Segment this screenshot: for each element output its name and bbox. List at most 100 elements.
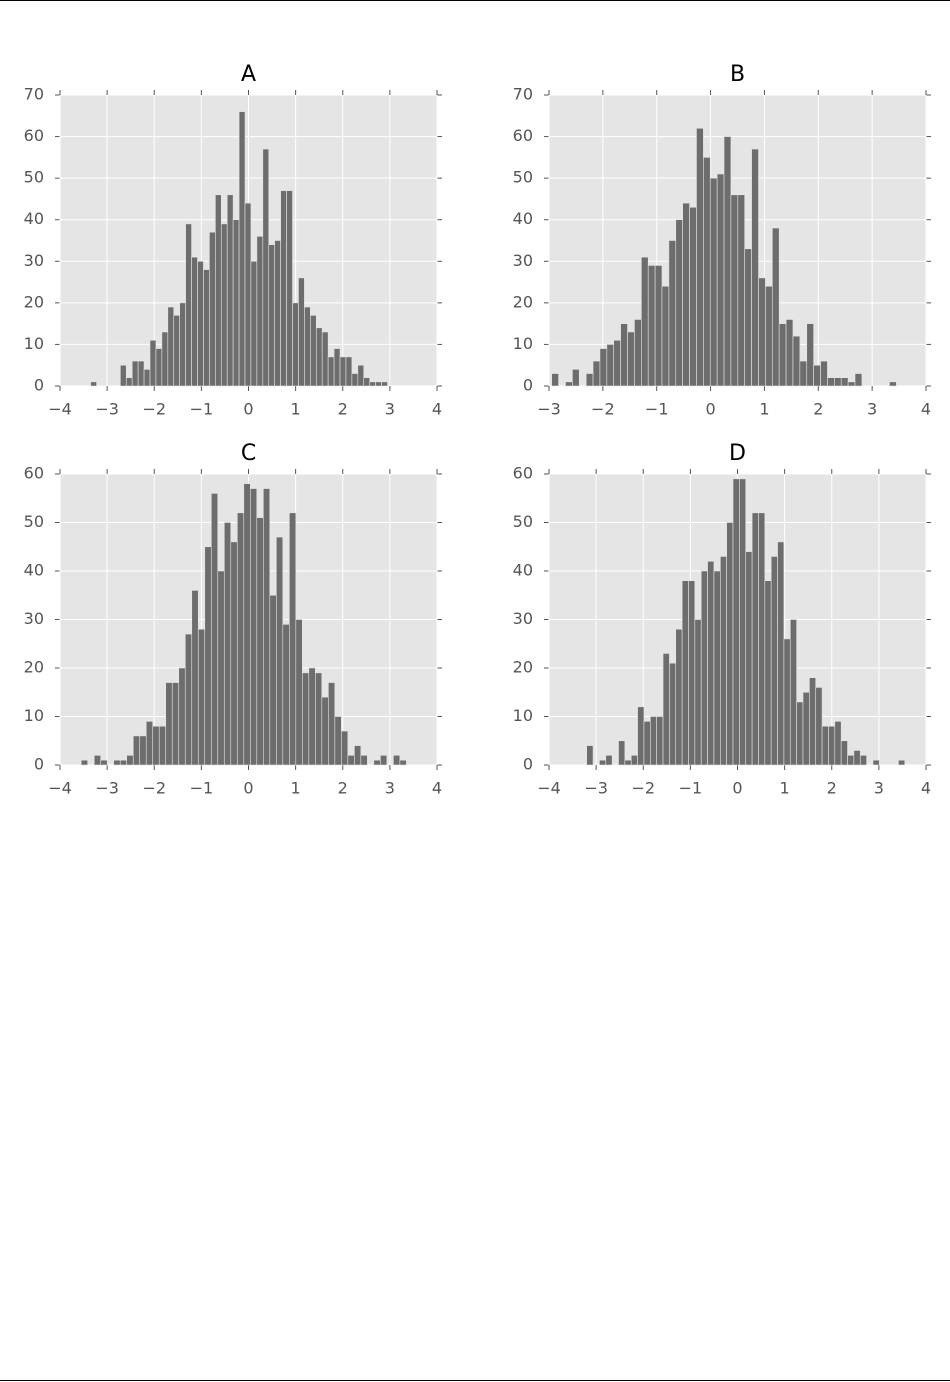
x-tick-label: −3 xyxy=(95,400,119,419)
bar xyxy=(302,672,310,766)
bar xyxy=(119,759,128,766)
bar xyxy=(618,740,626,766)
bar xyxy=(624,759,632,766)
bar xyxy=(304,306,311,387)
bar xyxy=(354,745,362,766)
bar xyxy=(737,194,746,387)
bar xyxy=(592,360,601,387)
x-tick-label: 2 xyxy=(338,400,348,419)
bar xyxy=(262,148,270,387)
bar xyxy=(363,377,371,387)
x-tick-label: −2 xyxy=(631,779,655,798)
bar xyxy=(821,725,829,766)
bar xyxy=(399,759,407,766)
bar xyxy=(669,662,677,766)
y-tick-label: 40 xyxy=(24,561,44,580)
bar xyxy=(269,594,277,766)
bar xyxy=(185,223,192,387)
bar xyxy=(605,754,613,766)
bar xyxy=(828,725,836,766)
bar xyxy=(244,202,252,387)
bar xyxy=(796,701,804,766)
y-tick-label: 10 xyxy=(24,706,44,725)
bar xyxy=(152,725,160,766)
bar xyxy=(339,356,347,387)
x-tick-label: −1 xyxy=(679,779,703,798)
bar xyxy=(243,483,251,766)
x-tick-label: 4 xyxy=(921,779,931,798)
bar xyxy=(126,754,134,766)
x-tick-label: −1 xyxy=(645,400,669,419)
bar xyxy=(637,706,645,766)
y-tick-label: 0 xyxy=(34,755,44,774)
histogram-panel: 0 10 20 30 40 50 60 −4 −3 −2 −1 0 1 2 3 4 C xyxy=(24,441,442,798)
x-tick-label: 0 xyxy=(705,400,715,419)
bar xyxy=(345,356,353,387)
bar xyxy=(707,560,715,766)
y-tick-label: 30 xyxy=(24,251,44,270)
bar xyxy=(764,580,772,766)
bar xyxy=(191,256,198,387)
bar xyxy=(551,373,559,387)
x-tick-label: 2 xyxy=(338,779,348,798)
bar xyxy=(167,306,175,387)
y-tick-label: 30 xyxy=(513,251,533,270)
y-tick-label: 60 xyxy=(24,126,44,145)
bar xyxy=(572,369,580,387)
bar xyxy=(641,256,649,387)
bar xyxy=(751,512,759,766)
bar xyxy=(834,721,842,766)
bar xyxy=(599,759,607,766)
bar xyxy=(709,177,718,387)
bar xyxy=(250,260,258,387)
bar xyxy=(815,687,823,766)
y-tick-label: 70 xyxy=(24,85,44,104)
bar xyxy=(661,285,670,387)
bar xyxy=(179,302,186,387)
bar xyxy=(274,240,281,387)
bar xyxy=(723,136,732,387)
y-tick-label: 40 xyxy=(24,209,44,228)
x-tick-label: −4 xyxy=(48,779,72,798)
x-tick-label: 1 xyxy=(291,400,301,419)
bar xyxy=(226,194,234,387)
bar xyxy=(599,348,608,387)
bar xyxy=(716,173,725,387)
bar xyxy=(381,381,388,387)
bar xyxy=(256,517,264,766)
bar xyxy=(360,754,368,766)
bar xyxy=(327,356,335,387)
bar xyxy=(700,570,708,766)
bar xyxy=(853,750,861,766)
bar xyxy=(696,127,704,387)
bar xyxy=(369,381,376,387)
bar xyxy=(675,219,683,387)
y-tick-label: 70 xyxy=(513,85,533,104)
bar xyxy=(308,667,316,766)
bar xyxy=(155,348,163,387)
x-tick-label: −3 xyxy=(584,779,608,798)
y-tick-label: 0 xyxy=(34,376,44,395)
bar xyxy=(719,556,727,766)
bar xyxy=(145,721,154,766)
bar xyxy=(840,740,848,766)
x-tick-label: 3 xyxy=(874,779,884,798)
bar xyxy=(643,721,651,766)
bar xyxy=(765,285,773,387)
bar xyxy=(847,381,856,387)
bar xyxy=(357,364,365,387)
bar xyxy=(586,745,594,766)
bar xyxy=(113,759,121,766)
bar xyxy=(854,373,863,387)
bar xyxy=(321,331,329,387)
bar xyxy=(606,344,615,387)
bar xyxy=(744,248,752,387)
bar xyxy=(745,551,753,766)
bar xyxy=(647,265,656,387)
bar xyxy=(100,759,108,766)
y-tick-label: 40 xyxy=(513,209,533,228)
x-tick-label: 0 xyxy=(243,779,253,798)
bar xyxy=(654,265,663,387)
bar xyxy=(703,157,711,387)
bar xyxy=(380,754,388,766)
